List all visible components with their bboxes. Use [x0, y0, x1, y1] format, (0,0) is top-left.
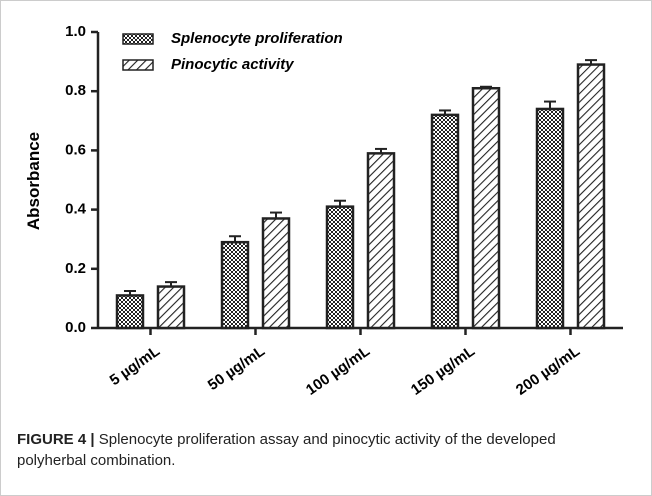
y-tick-label: 0.2	[65, 260, 86, 277]
x-tick-label: 150 µg/mL	[408, 343, 478, 399]
bar	[115, 294, 145, 330]
x-tick-label: 50 µg/mL	[205, 343, 268, 394]
bar	[430, 113, 460, 330]
x-tick-label: 200 µg/mL	[513, 343, 583, 399]
legend-label: Splenocyte proliferation	[171, 30, 343, 47]
y-tick-label: 0.6	[65, 141, 86, 158]
bar	[325, 205, 355, 330]
x-tick-label: 5 µg/mL	[107, 343, 163, 390]
bar	[576, 63, 606, 330]
bar	[471, 86, 501, 330]
caption-label: FIGURE 4 |	[17, 431, 95, 448]
bar	[261, 217, 291, 330]
bar	[535, 107, 565, 330]
legend-swatch	[122, 33, 154, 45]
y-tick-label: 1.0	[65, 23, 86, 40]
caption: FIGURE 4 | Splenocyte proliferation assa…	[17, 429, 617, 471]
bar	[366, 152, 396, 330]
x-tick-label: 100 µg/mL	[303, 343, 373, 399]
y-tick-label: 0.4	[65, 201, 87, 218]
legend-label: Pinocytic activity	[171, 56, 294, 73]
y-tick-label: 0.0	[65, 319, 86, 336]
y-tick-label: 0.8	[65, 82, 86, 99]
chart: Absorbance 0.0 0.2 0.4 0.6 0.8 1.0 5 µg/mL 50 µ…	[24, 23, 623, 399]
caption-text: Splenocyte proliferation assay and pinoc…	[17, 431, 556, 469]
bar	[220, 240, 250, 330]
legend-swatch	[122, 59, 154, 71]
y-axis-label: Absorbance	[24, 132, 43, 230]
bar	[156, 285, 186, 330]
